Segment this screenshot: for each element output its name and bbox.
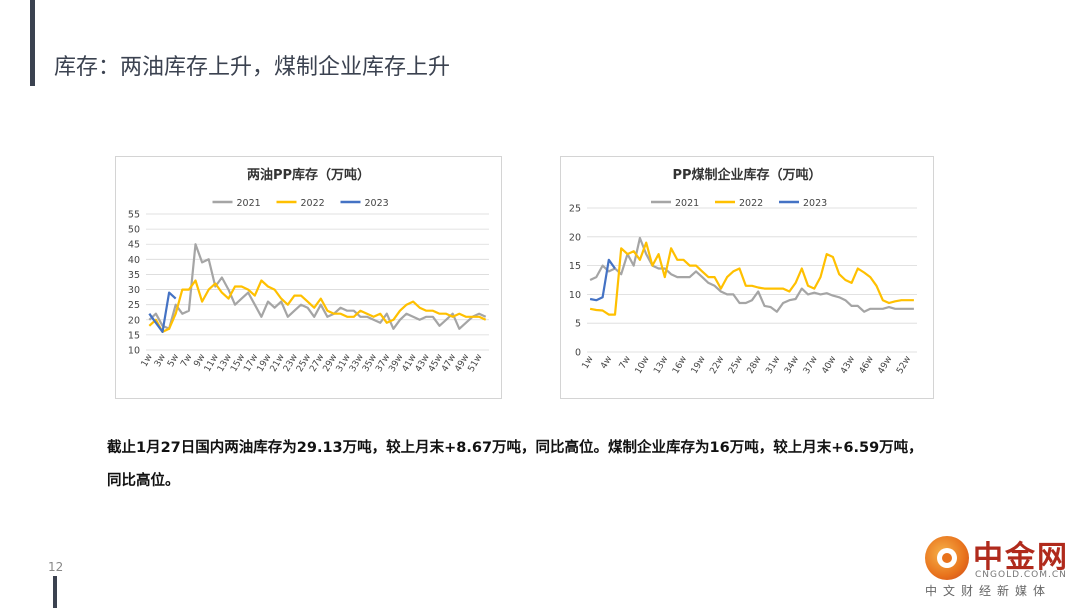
x-tick-label: 5w <box>166 353 181 369</box>
logo-tagline: 中文财经新媒体 <box>925 584 1052 598</box>
x-tick-label: 40w <box>820 355 838 376</box>
y-tick-label: 10 <box>128 346 140 357</box>
series-line-2022 <box>148 279 487 333</box>
legend-label-2023: 2023 <box>365 198 389 209</box>
y-tick-label: 30 <box>128 285 140 296</box>
x-tick-label: 13w <box>652 355 670 376</box>
x-tick-label: 10w <box>634 355 652 376</box>
page-title: 库存：两油库存上升，煤制企业库存上升 <box>54 55 451 80</box>
y-tick-label: 15 <box>128 330 140 341</box>
y-tick-label: 45 <box>128 240 140 251</box>
x-tick-label: 49w <box>877 355 895 376</box>
x-tick-label: 51w <box>467 353 485 374</box>
legend-label-2022: 2022 <box>301 198 325 209</box>
y-tick-label: 55 <box>128 210 140 221</box>
x-tick-label: 16w <box>671 355 689 376</box>
chart-title: PP煤制企业库存（万吨） <box>672 167 821 183</box>
x-tick-label: 4w <box>599 355 614 371</box>
summary-line-2: 同比高位。 <box>107 473 180 489</box>
x-tick-label: 19w <box>690 355 708 376</box>
y-tick-label: 10 <box>569 290 581 301</box>
x-tick-label: 37w <box>802 355 820 376</box>
y-tick-label: 35 <box>128 270 140 281</box>
x-tick-label: 25w <box>727 355 745 376</box>
x-tick-label: 7w <box>179 353 194 369</box>
legend-label-2022: 2022 <box>739 198 763 209</box>
chart-coal-inventory: PP煤制企业库存（万吨） 2021 2022 2023 0 5 10 15 20 25 1w 4w 7w… <box>560 156 934 399</box>
y-tick-label: 15 <box>569 261 581 272</box>
chart-coal-svg: PP煤制企业库存（万吨） 2021 2022 2023 0 5 10 15 20 25 1w 4w 7w… <box>569 167 917 376</box>
y-tick-label: 50 <box>128 225 140 236</box>
x-tick-label: 52w <box>895 355 913 376</box>
chart-two-oil-inventory: 两油PP库存（万吨） 2021 2022 2023 10 15 20 25 30 35 40 45 50… <box>115 156 502 399</box>
x-tick-label: 3w <box>153 353 168 369</box>
x-tick-label: 31w <box>764 355 782 376</box>
x-tick-label: 7w <box>618 355 633 371</box>
legend-label-2021: 2021 <box>675 198 699 209</box>
series-line-2021 <box>148 243 487 330</box>
summary-line-1: 截止1月27日国内两油库存为29.13万吨，较上月末+8.67万吨，同比高位。煤… <box>107 440 923 456</box>
x-tick-label: 34w <box>783 355 801 376</box>
x-tick-label: 43w <box>839 355 857 376</box>
y-tick-label: 25 <box>128 300 140 311</box>
legend-label-2023: 2023 <box>803 198 827 209</box>
y-tick-label: 20 <box>128 315 140 326</box>
series-line-2021 <box>589 236 914 313</box>
summary-text: 截止1月27日国内两油库存为29.13万吨，较上月末+8.67万吨，同比高位。煤… <box>107 432 987 498</box>
footer-accent-bar <box>53 576 57 608</box>
logo-emblem-icon <box>925 536 969 580</box>
y-tick-label: 25 <box>569 204 581 215</box>
series-line-2022 <box>589 241 914 316</box>
series-line-2023 <box>148 291 177 333</box>
legend-label-2021: 2021 <box>237 198 261 209</box>
chart-two-oil-svg: 两油PP库存（万吨） 2021 2022 2023 10 15 20 25 30 35 40 45 50… <box>128 167 489 374</box>
y-tick-label: 5 <box>575 319 581 330</box>
title-accent-bar <box>30 0 35 86</box>
x-tick-label: 1w <box>581 355 596 371</box>
y-tick-label: 0 <box>575 348 581 359</box>
y-tick-label: 40 <box>128 255 140 266</box>
page-number: 12 <box>48 560 64 574</box>
x-tick-label: 28w <box>746 355 764 376</box>
x-tick-label: 22w <box>708 355 726 376</box>
logo-name: 中金网 <box>973 540 1069 575</box>
logo-domain: CNGOLD.COM.CN <box>975 570 1067 580</box>
brand-logo: 中金网 CNGOLD.COM.CN 中文财经新媒体 <box>905 532 1075 602</box>
chart-title: 两油PP库存（万吨） <box>247 167 370 183</box>
x-tick-label: 46w <box>858 355 876 376</box>
x-tick-label: 1w <box>140 353 155 369</box>
series-line-2023 <box>589 258 616 302</box>
y-tick-label: 20 <box>569 232 581 243</box>
